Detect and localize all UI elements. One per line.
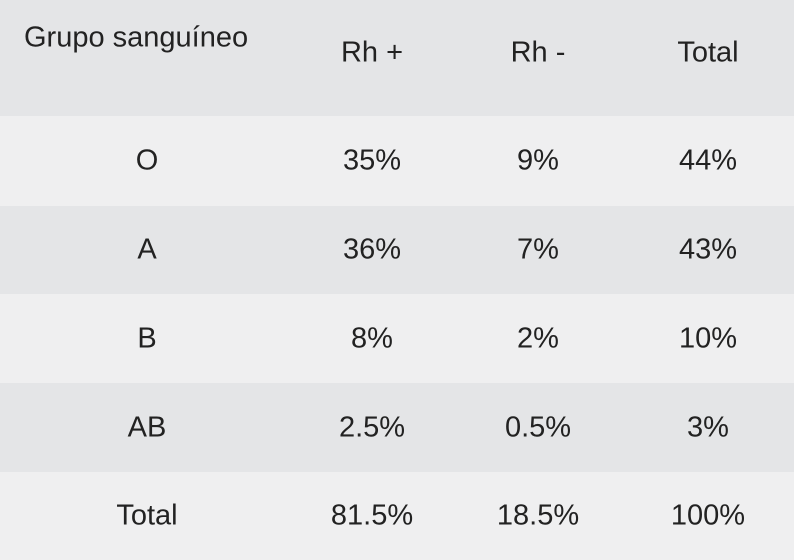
table-cell: A xyxy=(137,233,157,266)
table-cell: 44% xyxy=(678,144,738,177)
table-row: AB 2.5% 0.5% 3% xyxy=(0,383,794,472)
table-row: B 8% 2% 10% xyxy=(0,294,794,383)
table-cell: 3% xyxy=(687,411,729,443)
header-cell: Grupo sanguíneo xyxy=(24,21,249,54)
table-cell: 2% xyxy=(517,322,559,354)
table-row: Total 81.5% 18.5% 100% xyxy=(0,472,794,560)
table-cell: 0.5% xyxy=(504,411,572,443)
table-row: A 36% 7% 43% xyxy=(0,206,794,294)
table-cell: 9% xyxy=(517,144,559,177)
header-cell: Total xyxy=(677,36,739,69)
table-cell: 7% xyxy=(517,233,559,266)
table-cell: O xyxy=(135,144,159,177)
table-cell: 18.5% xyxy=(496,499,580,532)
table-cell: 43% xyxy=(678,233,738,266)
table-cell: 81.5% xyxy=(330,499,414,532)
table-cell: 10% xyxy=(678,322,738,354)
table-cell: AB xyxy=(127,411,167,443)
table-cell: Total xyxy=(116,499,178,532)
header-row: Grupo sanguíneo Rh + Rh - Total xyxy=(0,0,794,116)
table-cell: B xyxy=(137,322,157,354)
table-cell: 35% xyxy=(342,144,402,177)
table-row: O 35% 9% 44% xyxy=(0,116,794,206)
table-cell: 36% xyxy=(342,233,402,266)
table-cell: 100% xyxy=(670,499,746,532)
table-cell: 2.5% xyxy=(338,411,406,443)
header-cell: Rh - xyxy=(510,36,566,69)
header-cell: Rh + xyxy=(340,36,404,69)
table-cell: 8% xyxy=(351,322,393,354)
